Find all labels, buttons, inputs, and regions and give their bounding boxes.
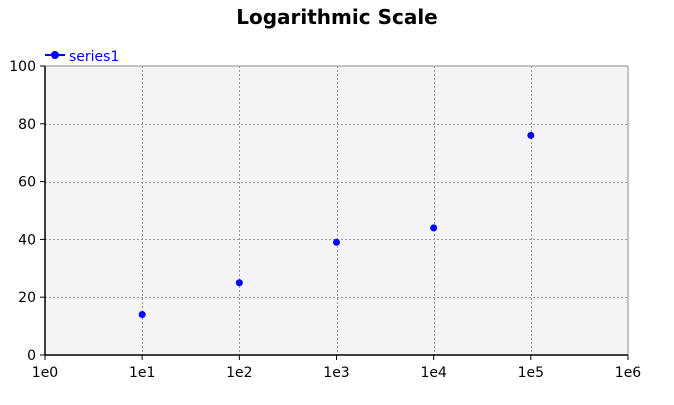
y-tick-label: 20 [18,290,36,306]
data-points [138,131,535,319]
y-tick-label: 0 [27,348,36,364]
y-tick-label: 80 [18,117,36,133]
y-tick-label: 60 [18,175,36,191]
plot-area [44,65,629,356]
data-point-series1 [333,238,340,246]
data-point-series1 [527,131,535,139]
x-tick-label: 1e5 [518,365,544,381]
x-tick-label: 1e4 [420,365,447,381]
y-tick-label: 100 [9,59,36,75]
y-axis-ticks: 0 20 40 60 80 100 [9,59,45,364]
x-tick-label: 1e1 [129,365,155,381]
x-tick-label: 1e2 [226,365,252,381]
data-point-series1 [235,279,243,287]
legend-label-series1: series1 [69,49,119,65]
data-point-series1 [430,224,438,232]
legend-marker-series1 [51,51,59,59]
chart-title: Logarithmic Scale [236,5,438,29]
x-tick-label: 1e0 [32,365,58,381]
data-point-series1 [138,311,146,319]
y-tick-label: 40 [18,232,36,248]
grid-lines [45,66,628,355]
x-tick-label: 1e6 [615,365,642,381]
x-axis-ticks: 1e0 1e1 1e2 1e3 1e4 1e5 1e6 [32,355,642,381]
x-tick-label: 1e3 [323,365,349,381]
legend: series1 [45,49,119,65]
